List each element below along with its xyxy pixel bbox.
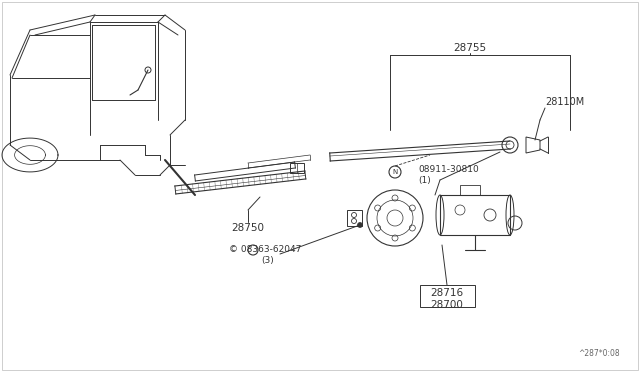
Text: ^287*0:08: ^287*0:08 bbox=[579, 349, 620, 358]
Bar bbox=[347, 210, 362, 226]
Text: (3): (3) bbox=[262, 257, 275, 266]
Text: 28716: 28716 bbox=[431, 288, 463, 298]
Text: 28700: 28700 bbox=[431, 300, 463, 310]
Text: 28110M: 28110M bbox=[545, 97, 584, 107]
Text: 08911-30810: 08911-30810 bbox=[418, 166, 479, 174]
Text: 28755: 28755 bbox=[453, 43, 486, 53]
Text: © 08363-62047: © 08363-62047 bbox=[229, 246, 301, 254]
Bar bbox=[440, 195, 510, 235]
Text: N: N bbox=[392, 169, 397, 175]
Circle shape bbox=[358, 222, 362, 228]
Text: (1): (1) bbox=[418, 176, 431, 185]
Bar bbox=[290, 163, 304, 173]
Bar bbox=[420, 285, 475, 307]
Bar bbox=[460, 185, 480, 195]
Text: 28750: 28750 bbox=[232, 223, 264, 233]
